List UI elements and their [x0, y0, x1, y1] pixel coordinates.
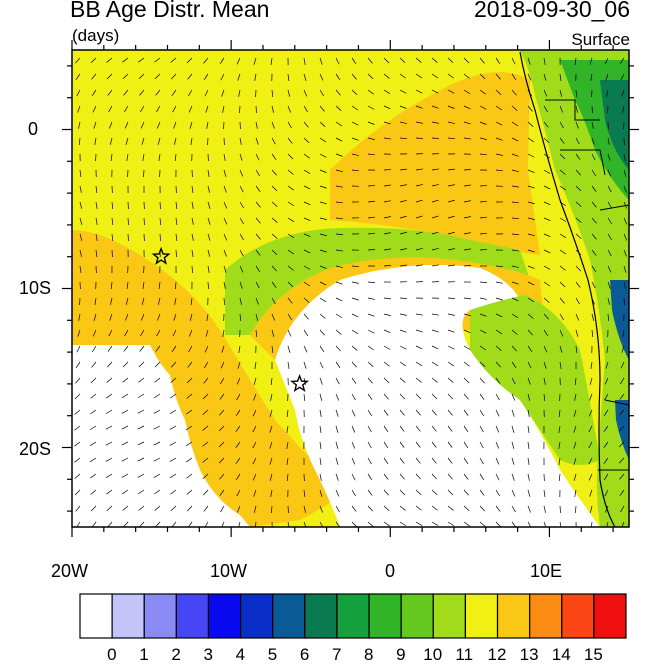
- colorbar-swatch-2: [143, 593, 177, 639]
- colorbar-swatch-9: [368, 593, 402, 639]
- colorbar-label-13: 13: [519, 645, 539, 664]
- colorbar-label-4: 4: [235, 645, 246, 664]
- x-tick-10e: 10E: [530, 561, 563, 581]
- colorbar-swatch-10: [400, 593, 434, 639]
- site-ascension-star-icon: [151, 246, 171, 265]
- colorbar-swatch-14: [529, 593, 563, 639]
- x-tick-20w: 20W: [51, 561, 89, 581]
- colorbar-label-1: 1: [139, 645, 149, 664]
- colorbar-swatch-0: [79, 593, 113, 639]
- colorbar-swatch-11: [432, 593, 467, 639]
- age-field: [72, 50, 629, 527]
- x-tick-10w: 10W: [210, 561, 248, 581]
- colorbar-swatch-12: [464, 593, 499, 639]
- axis-ticks: [62, 40, 639, 537]
- colorbar-swatch-6: [272, 593, 306, 639]
- colorbar-swatch-7: [304, 593, 338, 639]
- site-st-helena-star-icon: [290, 373, 310, 393]
- colorbar-label-8: 8: [364, 645, 374, 664]
- colorbar-swatch-16: [593, 593, 627, 639]
- colorbar-swatch-3: [175, 593, 210, 639]
- colorbar-label-7: 7: [331, 645, 342, 664]
- wind-barbs: [74, 57, 628, 527]
- y-tick-20s: 20S: [19, 439, 52, 459]
- site-markers: [151, 246, 310, 393]
- level-label: Surface: [571, 30, 630, 49]
- colorbar-swatch-5: [239, 593, 274, 639]
- colorbar-label-14: 14: [551, 645, 571, 664]
- colorbar-label-15: 15: [583, 645, 603, 664]
- colorbar-label-11: 11: [455, 645, 474, 664]
- colorbar: [79, 593, 627, 639]
- colorbar-label-12: 12: [487, 645, 507, 664]
- colorbar-swatch-8: [336, 593, 370, 639]
- colorbar-label-2: 2: [171, 645, 181, 664]
- x-tick-0: 0: [385, 561, 396, 581]
- colorbar-swatch-4: [207, 593, 242, 639]
- colorbar-label-9: 9: [396, 645, 406, 664]
- y-tick-0: 0: [28, 119, 39, 139]
- units-label: (days): [72, 26, 120, 45]
- colorbar-label-6: 6: [299, 645, 310, 664]
- colorbar-label-5: 5: [267, 645, 278, 664]
- y-tick-10s: 10S: [19, 278, 52, 298]
- colorbar-label-3: 3: [203, 645, 213, 664]
- map-title: BB Age Distr. Mean: [70, 0, 270, 22]
- colorbar-swatch-15: [561, 593, 595, 639]
- colorbar-swatch-1: [111, 593, 145, 639]
- colorbar-label-0: 0: [107, 645, 117, 664]
- colorbar-swatch-13: [496, 593, 531, 639]
- datetime-label: 2018-09-30_06: [473, 0, 630, 22]
- colorbar-label-10: 10: [423, 645, 443, 664]
